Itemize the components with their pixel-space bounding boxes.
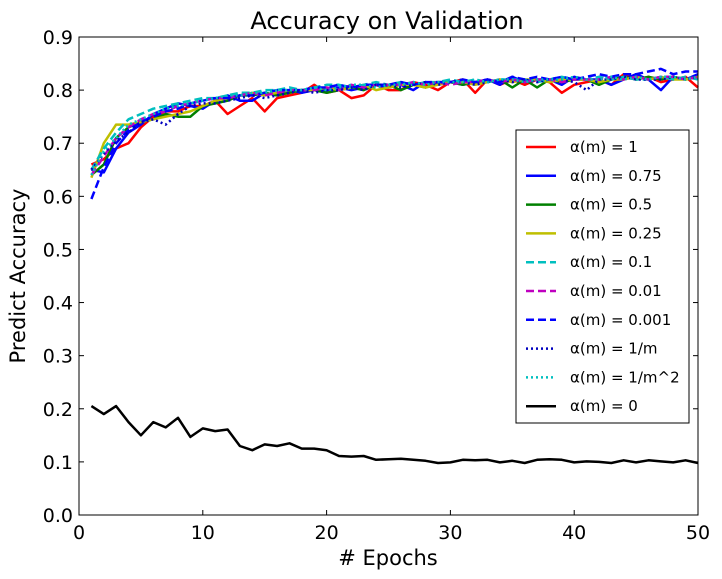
plot-frame	[78, 36, 699, 516]
y-tick-label: 0.1	[43, 452, 73, 474]
chart-title: Accuracy on Validation	[250, 7, 523, 35]
x-tick-label: 40	[562, 522, 586, 544]
series-line-9	[90, 404, 699, 465]
legend-label: α(m) = 1/m	[570, 340, 658, 358]
legend-label: α(m) = 0	[570, 397, 638, 415]
legend: α(m) = 1 α(m) = 0.75 α(m) = 0.5 α(m) = 0.25…	[515, 129, 690, 424]
y-axis-title: Predict Accuracy	[6, 189, 30, 364]
y-tick-label: 0.0	[43, 505, 73, 527]
legend-box	[515, 129, 690, 424]
y-tick-label: 0.4	[43, 293, 73, 315]
y-tick-label: 0.3	[43, 346, 73, 368]
series-line-2	[90, 75, 699, 177]
y-tick-label: 0.8	[43, 80, 73, 102]
y-tick-label: 0.9	[43, 27, 73, 49]
legend-label: α(m) = 0.5	[570, 196, 652, 214]
legend-label: α(m) = 1	[570, 138, 638, 156]
axis-ticks: 0 10 20 30 40 50 0.0 0.1 0.2 0.3 0.4 0.5 0.6 0.7 0.8 0.…	[43, 27, 710, 544]
x-tick-label: 20	[315, 522, 339, 544]
y-tick-label: 0.6	[43, 186, 73, 208]
x-tick-label: 0	[73, 522, 85, 544]
x-tick-label: 10	[191, 522, 215, 544]
legend-label: α(m) = 0.1	[570, 253, 652, 271]
legend-label: α(m) = 0.25	[570, 224, 662, 242]
legend-label: α(m) = 1/m^2	[570, 368, 680, 386]
legend-label: α(m) = 0.001	[570, 311, 671, 329]
plot-lines	[90, 67, 699, 465]
y-tick-label: 0.5	[43, 239, 73, 261]
x-axis-title: # Epochs	[338, 546, 438, 570]
legend-label: α(m) = 0.01	[570, 282, 662, 300]
series-line-4	[90, 75, 699, 171]
legend-label: α(m) = 0.75	[570, 167, 662, 185]
x-tick-label: 50	[686, 522, 710, 544]
y-tick-label: 0.7	[43, 133, 73, 155]
y-tick-label: 0.2	[43, 399, 73, 421]
x-tick-label: 30	[438, 522, 462, 544]
series-line-7	[90, 75, 699, 171]
series-line-8	[90, 75, 699, 176]
